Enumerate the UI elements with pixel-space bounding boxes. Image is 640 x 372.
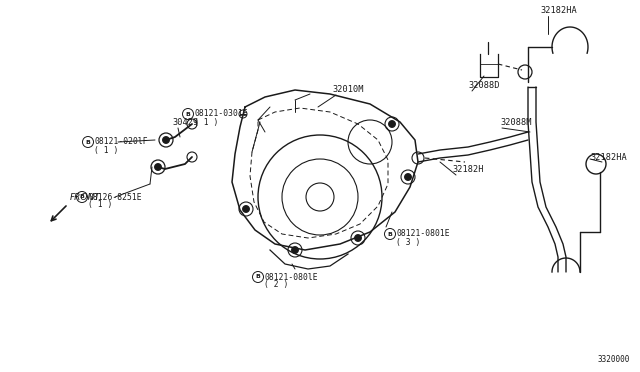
Text: B: B — [79, 195, 84, 199]
Text: 08121-020lF: 08121-020lF — [95, 138, 148, 147]
Text: ( 1 ): ( 1 ) — [88, 201, 113, 209]
Text: 32088D: 32088D — [468, 81, 499, 90]
Text: FRONT: FRONT — [70, 193, 100, 202]
Circle shape — [243, 205, 250, 212]
Circle shape — [404, 173, 412, 180]
Text: 08126-8251E: 08126-8251E — [88, 192, 142, 202]
Text: B: B — [86, 140, 90, 144]
Text: 32182H: 32182H — [452, 165, 483, 174]
Text: 3320000: 3320000 — [598, 355, 630, 364]
Circle shape — [355, 234, 362, 241]
Text: ( 1 ): ( 1 ) — [95, 145, 119, 154]
Text: ( 3 ): ( 3 ) — [397, 237, 421, 247]
Circle shape — [163, 137, 170, 144]
Text: B: B — [255, 275, 260, 279]
Circle shape — [388, 121, 396, 128]
Text: ( 2 ): ( 2 ) — [264, 280, 289, 289]
Circle shape — [154, 164, 161, 170]
Text: 08121-0301E: 08121-0301E — [195, 109, 248, 119]
Text: 32182HA: 32182HA — [590, 153, 627, 161]
Text: ( 1 ): ( 1 ) — [195, 118, 219, 126]
Text: B: B — [388, 231, 392, 237]
Text: 32010M: 32010M — [332, 85, 364, 94]
Text: 08121-0801E: 08121-0801E — [397, 230, 450, 238]
Circle shape — [291, 247, 298, 253]
Text: B: B — [186, 112, 191, 116]
Text: 30429: 30429 — [172, 118, 198, 127]
Text: 08121-080lE: 08121-080lE — [264, 273, 318, 282]
Text: 32182HA: 32182HA — [540, 6, 577, 15]
Text: 32088M: 32088M — [500, 118, 531, 127]
